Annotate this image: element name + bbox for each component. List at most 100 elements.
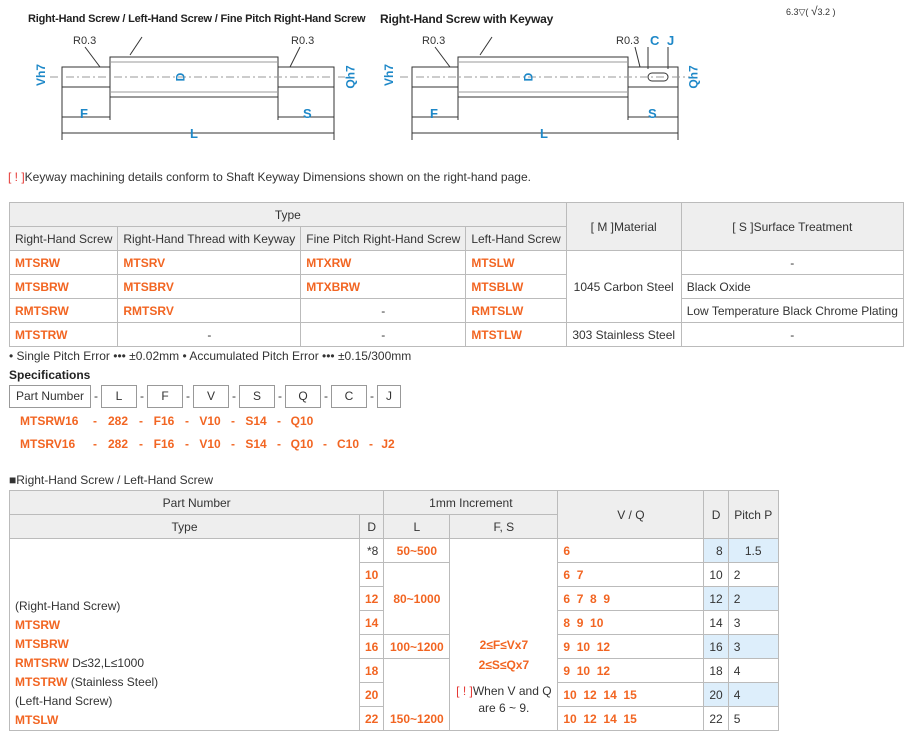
pitch-cell: 4 xyxy=(727,658,779,683)
label-l-left: L xyxy=(190,126,198,141)
right-drawing-title: Right-Hand Screw with Keyway xyxy=(380,12,554,26)
field-v[interactable]: V xyxy=(193,385,229,408)
type-cell[interactable]: MTSTRW xyxy=(8,322,119,347)
field-l[interactable]: L xyxy=(101,385,137,408)
field-q[interactable]: Q xyxy=(285,385,321,408)
vq-cell: 10 12 14 15 xyxy=(557,706,705,731)
material-carbon: 1045 Carbon Steel xyxy=(565,250,682,323)
field-j[interactable]: J xyxy=(377,385,401,408)
pitch-note: • Single Pitch Error ••• ±0.02mm • Accum… xyxy=(9,349,412,363)
h-d2: D xyxy=(358,514,385,539)
type-cell[interactable]: RMTSRV xyxy=(117,298,302,323)
dd-cell: 22 xyxy=(703,706,729,731)
label-q-left: Qh7 xyxy=(343,65,358,89)
pitch-cell: 1.5 xyxy=(727,538,779,563)
dd-cell: 16 xyxy=(703,634,729,659)
field-c[interactable]: C xyxy=(331,385,367,408)
size-table: Part Number 1mm Increment V / Q D Pitch … xyxy=(8,490,779,731)
table-row: MTSTRW - - MTSTLW 303 Stainless Steel - xyxy=(8,322,904,347)
type-table: Type [ M ]Material [ S ]Surface Treatmen… xyxy=(8,202,904,347)
l-range: 100~1200 xyxy=(383,634,451,659)
label-c: C xyxy=(650,33,660,48)
r03-left-2: R0.3 xyxy=(291,35,315,47)
table-row: 10 80~1000 6 7 10 2 xyxy=(10,562,779,635)
label-v-right: Vh7 xyxy=(382,63,397,87)
label-f-left: F xyxy=(80,106,88,121)
label-v-left: Vh7 xyxy=(34,63,49,87)
surface-cell: - xyxy=(680,250,904,275)
material-header: [ M ]Material xyxy=(565,202,682,251)
field-s[interactable]: S xyxy=(239,385,275,408)
d-cell: 18 xyxy=(358,658,385,683)
note-text: Keyway machining details conform to Shaf… xyxy=(24,170,531,184)
spec-example-1: MTSRW16-282- F16- V10- S14- Q10 xyxy=(20,414,314,428)
l-range: 80~1000 xyxy=(383,562,451,635)
type-cell[interactable]: MTSTLW xyxy=(465,322,567,347)
pitch-cell: 2 xyxy=(727,586,779,611)
table-row: 22 10 12 14 15 22 5 xyxy=(10,706,779,731)
material-stainless: 303 Stainless Steel xyxy=(565,322,682,347)
h-d: D xyxy=(703,490,729,539)
type-cell: - xyxy=(117,322,302,347)
type-header: Type xyxy=(9,202,567,227)
type-cell[interactable]: MTSRV xyxy=(117,250,302,275)
type-cell[interactable]: RMTSRW xyxy=(8,298,119,323)
dd-cell: 8 xyxy=(703,538,729,563)
d-cell: 22 xyxy=(358,706,385,731)
vq-cell: 8 9 10 xyxy=(557,610,705,635)
type-cell[interactable]: MTXBRW xyxy=(300,274,467,299)
pitch-cell: 3 xyxy=(727,610,779,635)
surface-cell: Low Temperature Black Chrome Plating xyxy=(680,298,904,323)
type-cell[interactable]: MTSRW xyxy=(8,250,119,275)
label-s-left: S xyxy=(303,106,312,121)
vq-cell: 6 7 xyxy=(557,562,705,587)
dd-cell: 14 xyxy=(703,610,729,635)
col-right-hand: Right-Hand Screw xyxy=(8,226,119,251)
type-cell: - xyxy=(300,322,467,347)
r03-right-2: R0.3 xyxy=(616,35,640,47)
label-j: J xyxy=(667,33,675,48)
type-cell[interactable]: RMTSLW xyxy=(465,298,567,323)
surface-cell: - xyxy=(680,322,904,347)
type-cell[interactable]: MTSLW xyxy=(465,250,567,275)
d-cell: 20 xyxy=(358,682,385,707)
l-range: 50~500 xyxy=(383,538,451,563)
table-row: 18 150~1200 9 10 12 18 4 xyxy=(10,658,779,731)
size-section-title: ■Right-Hand Screw / Left-Hand Screw xyxy=(9,473,213,487)
table-row: 20 10 12 14 15 20 4 xyxy=(10,682,779,707)
keyway-note: [ ! ]Keyway machining details conform to… xyxy=(8,170,531,184)
pitch-cell: 2 xyxy=(727,562,779,587)
r03-left-1: R0.3 xyxy=(73,35,97,47)
d-cell: 14 xyxy=(358,610,385,635)
h-fs: F, S xyxy=(449,514,559,539)
col-left-hand: Left-Hand Screw xyxy=(465,226,567,251)
field-part-number[interactable]: Part Number xyxy=(9,385,91,408)
label-d-left: D xyxy=(173,72,188,82)
type-cell[interactable]: MTSBRW xyxy=(8,274,119,299)
h-pitch: Pitch P xyxy=(727,490,779,539)
label-l-right: L xyxy=(540,126,548,141)
col-fine-pitch: Fine Pitch Right-Hand Screw xyxy=(300,226,467,251)
dd-cell: 20 xyxy=(703,682,729,707)
pitch-cell: 4 xyxy=(727,682,779,707)
table-row: 14 8 9 10 14 3 xyxy=(10,610,779,635)
table-row: (Right-Hand Screw) MTSRW MTSBRW RMTSRW D… xyxy=(9,538,779,731)
fs-rule-cell: 2≤F≤Vx7 2≤S≤Qx7 [ ! ]When V and Q are 6 … xyxy=(449,538,559,731)
type-cell[interactable]: MTSBLW xyxy=(465,274,567,299)
h-l: L xyxy=(383,514,451,539)
surface-header: [ S ]Surface Treatment xyxy=(680,202,904,251)
d-cell: *8 xyxy=(358,538,385,563)
roughness-symbol: 6.3▽( √3.2 ) xyxy=(786,4,836,18)
r03-right-1: R0.3 xyxy=(422,35,446,47)
label-d-right: D xyxy=(521,72,536,82)
label-f-right: F xyxy=(430,106,438,121)
pitch-cell: 5 xyxy=(727,706,779,731)
vq-cell: 9 10 12 xyxy=(557,658,705,683)
type-cell[interactable]: MTSBRV xyxy=(117,274,302,299)
vq-cell: 6 7 8 9 xyxy=(557,586,705,611)
field-f[interactable]: F xyxy=(147,385,183,408)
type-cell[interactable]: MTXRW xyxy=(300,250,467,275)
surface-cell: Black Oxide xyxy=(680,274,904,299)
h-part-number: Part Number xyxy=(8,490,385,515)
spec-example-2: MTSRV16-282- F16- V10- S14- Q10- C10- J2 xyxy=(20,437,395,451)
